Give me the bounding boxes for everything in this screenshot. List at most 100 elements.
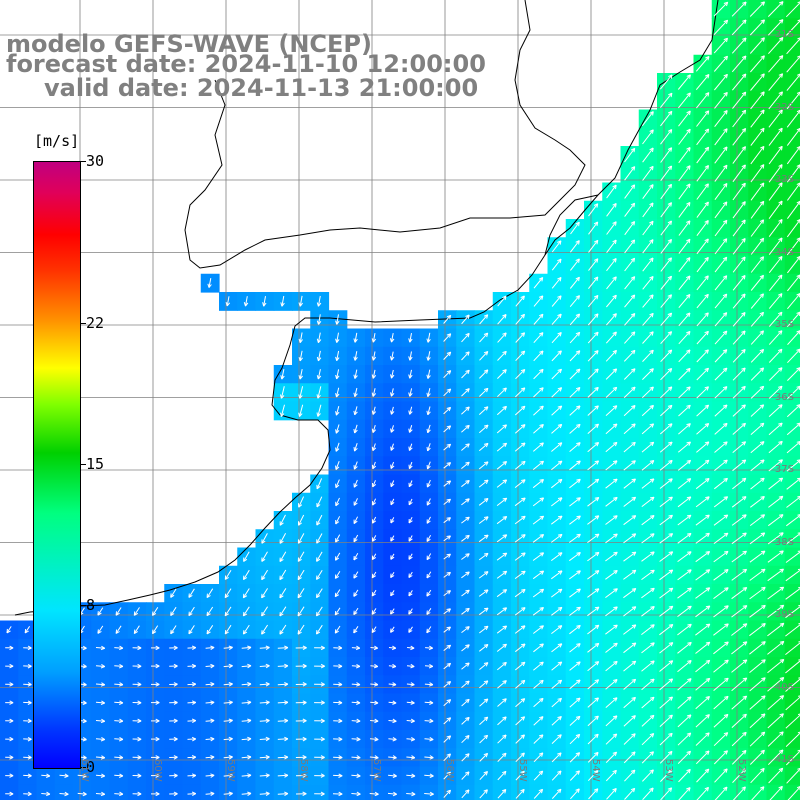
wind-vector-arrow (443, 407, 451, 415)
wind-vector-arrowhead (483, 461, 489, 464)
wind-vector-arrowhead (338, 720, 343, 724)
wind-vector-arrowhead (501, 789, 506, 792)
wind-vector-arrowhead (743, 441, 747, 446)
wind-vector-arrowhead (596, 350, 599, 355)
wind-vector-arrowhead (284, 718, 289, 722)
wind-vector-arrowhead (707, 257, 709, 262)
wind-vector-arrowhead (706, 460, 710, 465)
wind-vector-arrowhead (320, 736, 325, 740)
wind-vector-arrowhead (409, 465, 413, 470)
wind-vector-arrowhead (686, 787, 691, 790)
wind-vector-arrow (317, 404, 322, 417)
wind-vector-arrow (659, 441, 673, 453)
wind-vector-arrowhead (371, 446, 374, 451)
wind-vector-arrowhead (578, 460, 581, 465)
wind-vector-arrowhead (688, 751, 691, 756)
wind-vector-arrowhead (781, 550, 784, 555)
wind-vector-arrow (642, 769, 654, 782)
wind-vector-arrow (768, 348, 783, 363)
wind-vector-arrow (353, 461, 358, 470)
wind-vector-arrow (605, 386, 618, 398)
wind-vector-arrow (496, 497, 508, 506)
wind-vector-arrow (660, 220, 672, 236)
wind-vector-arrowhead (392, 682, 397, 686)
wind-vector-arrowhead (744, 164, 746, 169)
wind-vector-arrowhead (725, 165, 728, 170)
wind-vector-arrow (696, 146, 710, 164)
wind-vector-arrowhead (427, 484, 431, 488)
wind-vector-arrowhead (575, 733, 580, 737)
wind-vector-arrowhead (541, 680, 544, 685)
wind-vector-arrowhead (374, 720, 379, 724)
wind-vector-arrowhead (689, 642, 692, 647)
wind-vector-arrow (714, 128, 728, 146)
wind-vector-arrowhead (298, 394, 301, 399)
wind-vector-arrowhead (465, 480, 470, 482)
wind-vector-arrowhead (578, 552, 581, 557)
wind-vector-arrowhead (686, 459, 691, 462)
latitude-label: 31S (774, 29, 794, 40)
wind-vector-arrow (515, 313, 525, 325)
wind-vector-arrowhead (724, 623, 729, 626)
wind-vector-arrow (515, 789, 525, 799)
wind-vector-arrowhead (762, 73, 765, 78)
wind-vector-arrowhead (705, 714, 710, 717)
wind-vector-arrowhead (410, 739, 415, 742)
wind-vector-arrowhead (723, 459, 728, 462)
wind-vector-arrow (279, 588, 287, 599)
wind-vector-arrowhead (299, 413, 303, 417)
wind-vector-arrow (187, 701, 196, 704)
wind-vector-arrowhead (668, 714, 673, 717)
wind-vector-arrow (443, 789, 451, 798)
wind-vector-arrowhead (316, 522, 321, 526)
wind-vector-arrow (223, 683, 233, 686)
wind-vector-arrowhead (760, 127, 765, 131)
wind-vector-arrow (768, 767, 784, 784)
wind-vector-arrow (443, 333, 452, 342)
wind-vector-arrowhead (744, 37, 747, 42)
wind-vector-arrowhead (429, 702, 434, 705)
wind-vector-arrowhead (502, 643, 507, 646)
wind-vector-arrow (786, 146, 800, 165)
wind-vector-arrowhead (726, 659, 729, 664)
wind-vector-arrow (259, 793, 270, 795)
wind-vector-arrowhead (374, 793, 379, 797)
wind-vector-arrow (532, 607, 544, 616)
wind-vector-arrowhead (613, 679, 618, 681)
wind-speed-cell (784, 255, 800, 275)
wind-vector-arrowhead (612, 769, 617, 773)
wind-vector-arrow (514, 552, 526, 561)
wind-vector-arrowhead (541, 625, 544, 630)
wind-vector-arrowhead (243, 595, 248, 599)
wind-vector-arrow (351, 756, 361, 759)
wind-vector-arrowhead (780, 477, 784, 482)
wind-vector-arrowhead (612, 221, 617, 224)
wind-vector-arrow (279, 624, 287, 635)
wind-vector-arrow (660, 386, 673, 399)
wind-vector-arrow (605, 478, 618, 489)
wind-vector-arrowhead (316, 394, 319, 399)
wind-vector-arrowhead (284, 791, 289, 795)
wind-vector-arrow (478, 479, 489, 488)
wind-vector-arrowhead (372, 556, 377, 561)
wind-vector-arrowhead (594, 642, 599, 645)
wind-vector-arrowhead (594, 751, 599, 755)
wind-vector-arrowhead (760, 109, 765, 113)
wind-vector-arrowhead (741, 256, 746, 260)
wind-vector-arrow (659, 460, 673, 471)
wind-speed-cell (657, 784, 676, 800)
wind-vector-arrow (461, 771, 470, 780)
wind-vector-arrowhead (486, 332, 489, 338)
wind-speed-cell (164, 784, 184, 800)
wind-vector-arrow (533, 734, 544, 744)
wind-vector-arrow (259, 647, 270, 649)
wind-vector-arrowhead (778, 274, 783, 278)
wind-vector-arrow (767, 677, 785, 692)
wind-vector-arrow (696, 312, 709, 327)
wind-vector-arrow (605, 570, 618, 580)
wind-vector-arrowhead (338, 791, 343, 795)
wind-vector-arrow (569, 734, 581, 745)
wind-vector-arrow (767, 622, 785, 637)
wind-vector-arrowhead (484, 534, 489, 537)
wind-vector-arrowhead (612, 368, 617, 371)
